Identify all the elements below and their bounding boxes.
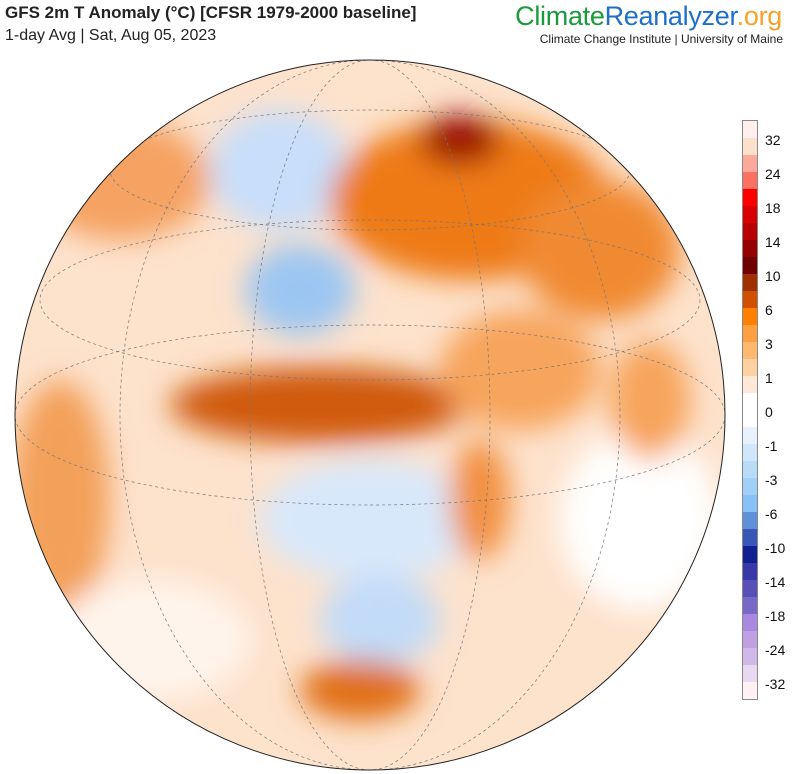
colorbar-label: 18	[765, 200, 781, 216]
colorbar-segment	[743, 206, 757, 223]
colorbar-segment	[743, 546, 757, 563]
logo-part2: Reanalyzer	[604, 1, 737, 31]
colorbar-segment	[743, 563, 757, 580]
colorbar-segment	[743, 172, 757, 189]
colorbar-segment	[743, 631, 757, 648]
globe-map	[14, 59, 726, 771]
colorbar-segment	[743, 648, 757, 665]
colorbar-segment	[743, 155, 757, 172]
colorbar-label: 3	[765, 336, 773, 352]
colorbar-segment	[743, 257, 757, 274]
colorbar-segment	[743, 223, 757, 240]
colorbar-segment	[743, 478, 757, 495]
colorbar-segment	[743, 189, 757, 206]
colorbar-segment	[743, 342, 757, 359]
colorbar-label: 24	[765, 166, 781, 182]
colorbar-label: -6	[765, 506, 778, 522]
colorbar-segment	[743, 291, 757, 308]
colorbar-label: 32	[765, 132, 781, 148]
colorbar-label: 1	[765, 370, 773, 386]
colorbar-segment	[743, 427, 757, 444]
colorbar-segment	[743, 580, 757, 597]
colorbar-segment	[743, 495, 757, 512]
colorbar-segment	[743, 393, 757, 410]
colorbar-label: -3	[765, 472, 778, 488]
colorbar-label: 6	[765, 302, 773, 318]
map-title: GFS 2m T Anomaly (°C) [CFSR 1979-2000 ba…	[5, 3, 417, 22]
colorbar-segment	[743, 529, 757, 546]
colorbar-segment	[743, 274, 757, 291]
colorbar-segment	[743, 461, 757, 478]
colorbar-label: -24	[765, 642, 786, 658]
colorbar-segment	[743, 597, 757, 614]
logo-part3: .org	[736, 1, 783, 31]
logo[interactable]: ClimateReanalyzer.org	[515, 1, 782, 32]
colorbar-segment	[743, 444, 757, 461]
colorbar-label: -32	[765, 676, 786, 692]
colorbar-label: 14	[765, 234, 781, 250]
colorbar-segment	[743, 665, 757, 682]
colorbar-segment	[743, 121, 757, 138]
colorbar-segment	[743, 614, 757, 631]
colorbar-segment	[743, 682, 757, 699]
colorbar-label: 0	[765, 404, 773, 420]
colorbar-label: 10	[765, 268, 781, 284]
colorbar-label: -14	[765, 574, 786, 590]
colorbar-label: -10	[765, 540, 786, 556]
colorbar-label: -1	[765, 438, 778, 454]
colorbar-label: -18	[765, 608, 786, 624]
logo-part1: Climate	[515, 1, 605, 31]
colorbar-segment	[743, 138, 757, 155]
colorbar	[742, 120, 758, 700]
colorbar-segment	[743, 512, 757, 529]
colorbar-segment	[743, 410, 757, 427]
logo-tagline: Climate Change Institute | University of…	[539, 32, 783, 46]
map-subtitle: 1-day Avg | Sat, Aug 05, 2023	[5, 27, 217, 44]
colorbar-segment	[743, 308, 757, 325]
colorbar-segment	[743, 325, 757, 342]
colorbar-segment	[743, 359, 757, 376]
colorbar-segment	[743, 240, 757, 257]
colorbar-segment	[743, 376, 757, 393]
